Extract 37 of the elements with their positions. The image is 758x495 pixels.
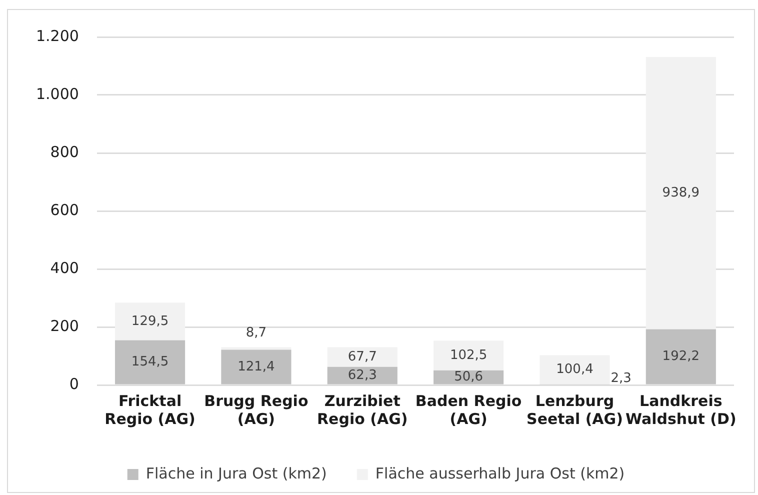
- bar: [114, 340, 186, 384]
- y-tick-label: 1.000: [36, 84, 79, 103]
- bar: [434, 340, 504, 370]
- x-tick-label: Lenzburg Seetal (AG): [526, 392, 623, 428]
- data-label: 67,7: [348, 349, 377, 364]
- bar: [221, 347, 292, 350]
- y-tick-label: 200: [50, 316, 79, 335]
- data-label: 102,5: [450, 348, 488, 363]
- data-label: 100,4: [556, 362, 594, 378]
- bar: [540, 355, 610, 384]
- bar: [327, 366, 398, 384]
- data-label: 192,2: [662, 349, 700, 364]
- data-label: 50,6: [454, 370, 484, 385]
- y-tick-label: 1.200: [36, 26, 79, 45]
- x-tick-label: Baden Regio (AG): [415, 392, 522, 428]
- x-tick-label: Landkreis Waldshut (D): [625, 392, 736, 428]
- data-label: 8,7: [246, 326, 267, 341]
- data-label: 2,3: [610, 371, 632, 386]
- y-tick-label: 0: [69, 374, 79, 393]
- legend-label: Fläche in Jura Ost (km2): [146, 464, 327, 482]
- x-tick-label: Fricktal Regio (AG): [104, 392, 196, 428]
- bar: [646, 56, 716, 330]
- data-label: 121,4: [238, 359, 275, 374]
- y-tick-label: 400: [50, 258, 79, 277]
- data-label: 154,5: [131, 354, 169, 370]
- bar: [114, 302, 186, 340]
- x-tick-label: Zurzibiet Regio (AG): [317, 392, 408, 428]
- bar: [646, 329, 716, 384]
- x-tick-label: Brugg Regio (AG): [204, 392, 308, 428]
- bar: [221, 350, 292, 384]
- legend-label: Fläche ausserhalb Jura Ost (km2): [375, 464, 625, 482]
- bar: [327, 347, 398, 367]
- data-label: 62,3: [348, 368, 377, 383]
- data-label: 938,9: [662, 185, 700, 200]
- y-tick-label: 600: [50, 200, 79, 219]
- data-label: 129,5: [131, 314, 169, 329]
- y-tick-label: 800: [50, 142, 79, 161]
